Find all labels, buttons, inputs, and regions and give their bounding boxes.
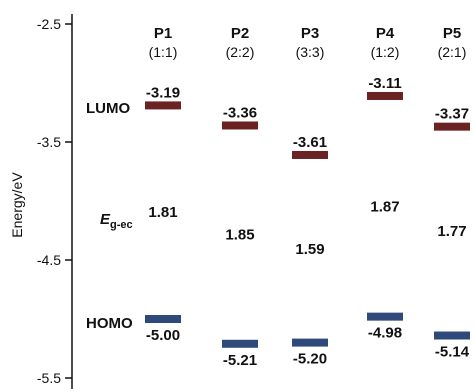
lumo-bar (145, 101, 181, 110)
homo-bar (222, 339, 258, 348)
polymer-name: P2 (231, 25, 249, 42)
homo-bar (145, 315, 181, 323)
polymer-name: P5 (443, 25, 461, 42)
lumo-value-label: -3.11 (368, 75, 401, 92)
y-tick-label: -2.5 (37, 16, 61, 32)
homo-value-label: -5.21 (223, 352, 257, 369)
gap-row-label-sub: g-ec (110, 219, 133, 231)
homo-value-label: -5.20 (293, 351, 327, 368)
homo-row-label: HOMO (86, 315, 133, 332)
lumo-bar (367, 91, 403, 100)
lumo-bar (222, 121, 258, 130)
homo-bar (434, 331, 470, 340)
polymer-name: P3 (301, 25, 319, 42)
gap-row-label: Eg-ec (100, 211, 133, 231)
polymer-p2: P2 (2:2) -3.36 -5.21 1.85 (222, 25, 258, 369)
energy-levels: P1 (1:1) -3.19 -5.00 1.81 P2 (2:2) -3.36 -5.21 1.… (145, 25, 470, 369)
polymer-p4: P4 (1:2) -3.11 -4.98 1.87 (367, 25, 403, 342)
lumo-value-label: -3.61 (293, 134, 327, 151)
polymer-name: P1 (154, 25, 172, 42)
polymer-ratio: (1:1) (149, 44, 178, 60)
lumo-bar (292, 150, 328, 159)
y-tick-label: -3.5 (37, 134, 61, 150)
homo-value-label: -5.14 (435, 344, 470, 361)
lumo-bar (434, 122, 470, 131)
gap-value-label: 1.85 (225, 227, 254, 244)
homo-value-label: -5.00 (146, 327, 180, 344)
gap-value-label: 1.81 (148, 204, 177, 221)
gap-row-label-main: E (100, 211, 111, 228)
lumo-value-label: -3.37 (435, 106, 469, 123)
polymer-ratio: (1:2) (371, 44, 400, 60)
lumo-value-label: -3.36 (223, 104, 257, 121)
y-axis: -2.5 -3.5 -4.5 -5.5 (37, 14, 73, 389)
lumo-value-label: -3.19 (146, 84, 180, 101)
lumo-row-label: LUMO (86, 100, 130, 117)
gap-value-label: 1.59 (295, 241, 324, 258)
gap-value-label: 1.87 (370, 198, 399, 215)
homo-value-label: -4.98 (368, 325, 402, 342)
polymer-name: P4 (376, 25, 395, 42)
polymer-p1: P1 (1:1) -3.19 -5.00 1.81 (145, 25, 181, 344)
polymer-p3: P3 (3:3) -3.61 -5.20 1.59 (292, 25, 328, 368)
y-axis-label: Energy/eV (9, 172, 25, 238)
polymer-ratio: (2:1) (438, 44, 467, 60)
gap-value-label: 1.77 (437, 223, 466, 240)
y-tick-label: -5.5 (37, 370, 61, 386)
polymer-ratio: (2:2) (226, 44, 255, 60)
polymer-p5: P5 (2:1) -3.37 -5.14 1.77 (434, 25, 470, 361)
polymer-ratio: (3:3) (296, 44, 325, 60)
homo-bar (292, 338, 328, 347)
y-tick-label: -4.5 (37, 252, 61, 268)
homo-bar (367, 312, 403, 321)
